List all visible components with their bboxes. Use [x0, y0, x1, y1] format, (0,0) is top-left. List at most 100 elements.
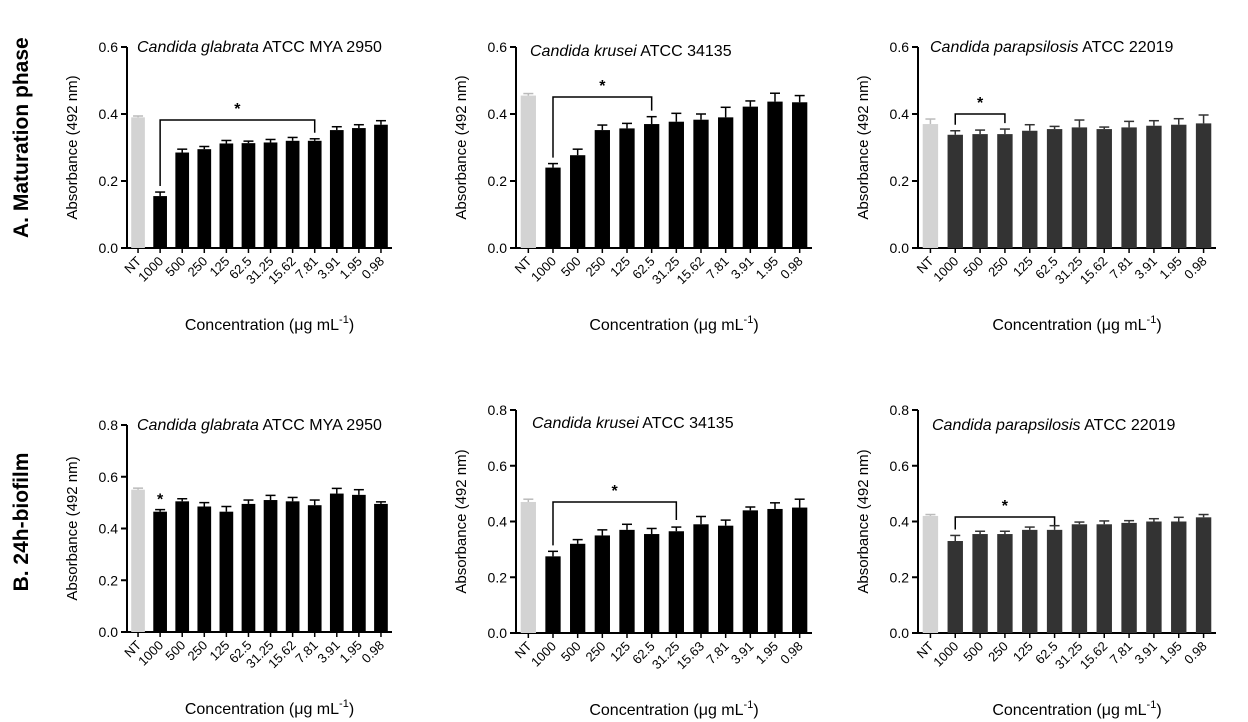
- bar-500: [175, 501, 190, 632]
- x-tick-label: 7.81: [703, 639, 732, 668]
- x-tick-label: 250: [184, 638, 210, 664]
- y-tick-label: 0.6: [99, 39, 119, 55]
- x-axis-label: Concentration (μg mL-1): [589, 699, 758, 719]
- x-tick-label: 500: [558, 254, 584, 280]
- y-tick-label: 0.6: [488, 39, 508, 55]
- significance-star: *: [599, 78, 606, 95]
- chart-title: Candida krusei ATCC 34135: [530, 43, 732, 60]
- bar-NT: [922, 515, 939, 633]
- y-tick-label: 0.2: [99, 572, 119, 588]
- x-tick-label: 15.62: [1077, 254, 1111, 288]
- bar-500: [570, 543, 586, 633]
- y-tick-label: 0.4: [99, 521, 119, 537]
- y-axis-label: Absorbance (492 nm): [855, 449, 872, 593]
- chart-title: Candida glabrata ATCC MYA 2950: [137, 39, 382, 56]
- y-tick-label: 0.0: [99, 240, 119, 256]
- bar-500: [972, 534, 988, 633]
- x-tick-label: 1.95: [1156, 639, 1185, 668]
- x-tick-label: 3.91: [314, 638, 343, 667]
- bar-125: [619, 529, 635, 633]
- bar-7.81: [1121, 127, 1137, 248]
- bar-125: [1022, 529, 1038, 633]
- significance-star: *: [977, 95, 984, 112]
- bar-0.98: [792, 102, 808, 249]
- y-axis-label: Absorbance (492 nm): [453, 75, 470, 219]
- y-tick-label: 0.2: [488, 569, 508, 585]
- bar-62.5: [241, 143, 256, 248]
- bar-15.62: [1096, 129, 1112, 248]
- x-axis-label: Concentration (μg mL-1): [589, 314, 758, 334]
- bar-1000: [153, 196, 167, 248]
- bar-250: [197, 149, 212, 248]
- bar-62.5: [644, 534, 660, 633]
- x-tick-label: 3.91: [1132, 639, 1161, 668]
- x-tick-label: 250: [583, 639, 609, 665]
- bar-500: [175, 152, 190, 248]
- bar-31.25: [1071, 524, 1088, 633]
- x-tick-label: 7.81: [292, 254, 321, 283]
- bar-1000: [545, 556, 561, 633]
- significance-bracket: [954, 516, 1056, 530]
- bar-3.91: [329, 130, 344, 248]
- bar-0.98: [1195, 517, 1212, 633]
- y-tick-label: 0.0: [488, 240, 508, 256]
- bar-3.91: [329, 493, 344, 632]
- bar-62.5: [1046, 129, 1063, 248]
- y-tick-label: 0.2: [99, 173, 119, 189]
- bar-125: [619, 128, 635, 248]
- bar-0.98: [1195, 123, 1212, 248]
- bar-7.81: [307, 140, 322, 248]
- y-tick-label: 0.6: [890, 458, 910, 474]
- x-tick-label: 31.25: [649, 254, 683, 288]
- y-tick-label: 0.2: [488, 173, 508, 189]
- y-tick-label: 0.6: [488, 458, 508, 474]
- x-tick-label: 250: [583, 254, 609, 280]
- chart-title: Candida krusei ATCC 34135: [532, 415, 734, 432]
- bar-15.62: [285, 140, 300, 248]
- bar-62.5: [644, 124, 660, 248]
- bar-NT: [520, 95, 536, 248]
- bar-1000: [947, 134, 963, 248]
- x-tick-label: 0.98: [1181, 254, 1210, 283]
- x-tick-label: 31.25: [649, 639, 683, 673]
- y-tick-label: 0.2: [890, 173, 910, 189]
- bar-0.98: [374, 124, 388, 248]
- bar-15.63: [693, 524, 709, 633]
- bar-3.91: [1146, 125, 1162, 248]
- bar-1.95: [352, 494, 366, 632]
- x-tick-label: 3.91: [314, 254, 343, 283]
- x-tick-label: 125: [607, 254, 633, 280]
- y-tick-label: 0.6: [99, 469, 119, 485]
- x-tick-label: 7.81: [703, 254, 732, 283]
- y-tick-label: 0.0: [488, 625, 508, 641]
- y-tick-label: 0.6: [890, 39, 910, 55]
- x-tick-label: 31.25: [1052, 254, 1086, 288]
- bar-1.95: [767, 101, 783, 248]
- bar-1000: [947, 541, 963, 633]
- x-tick-label: 125: [1010, 254, 1036, 280]
- significance-star: *: [234, 101, 241, 118]
- y-tick-label: 0.0: [99, 624, 119, 640]
- x-axis-label: Concentration (μg mL-1): [185, 314, 354, 334]
- bar-31.25: [668, 531, 684, 633]
- bar-15.62: [285, 501, 300, 632]
- y-axis-label: Absorbance (492 nm): [64, 456, 81, 600]
- x-tick-label: 500: [162, 638, 188, 664]
- bar-31.25: [263, 500, 278, 632]
- x-tick-label: 1000: [528, 254, 559, 285]
- x-tick-label: 15.62: [674, 254, 708, 288]
- chart-title: Candida glabrata ATCC MYA 2950: [137, 417, 382, 434]
- chart-title: Candida parapsilosis ATCC 22019: [930, 39, 1174, 56]
- significance-bracket: [159, 119, 316, 187]
- y-axis-label: Absorbance (492 nm): [64, 75, 81, 219]
- x-tick-label: 500: [960, 639, 986, 665]
- y-tick-label: 0.8: [99, 417, 119, 433]
- bar-15.62: [693, 119, 709, 248]
- bar-1.95: [352, 128, 366, 248]
- x-tick-label: 125: [1010, 639, 1036, 665]
- bar-3.91: [742, 510, 758, 633]
- bar-1.95: [1171, 124, 1187, 248]
